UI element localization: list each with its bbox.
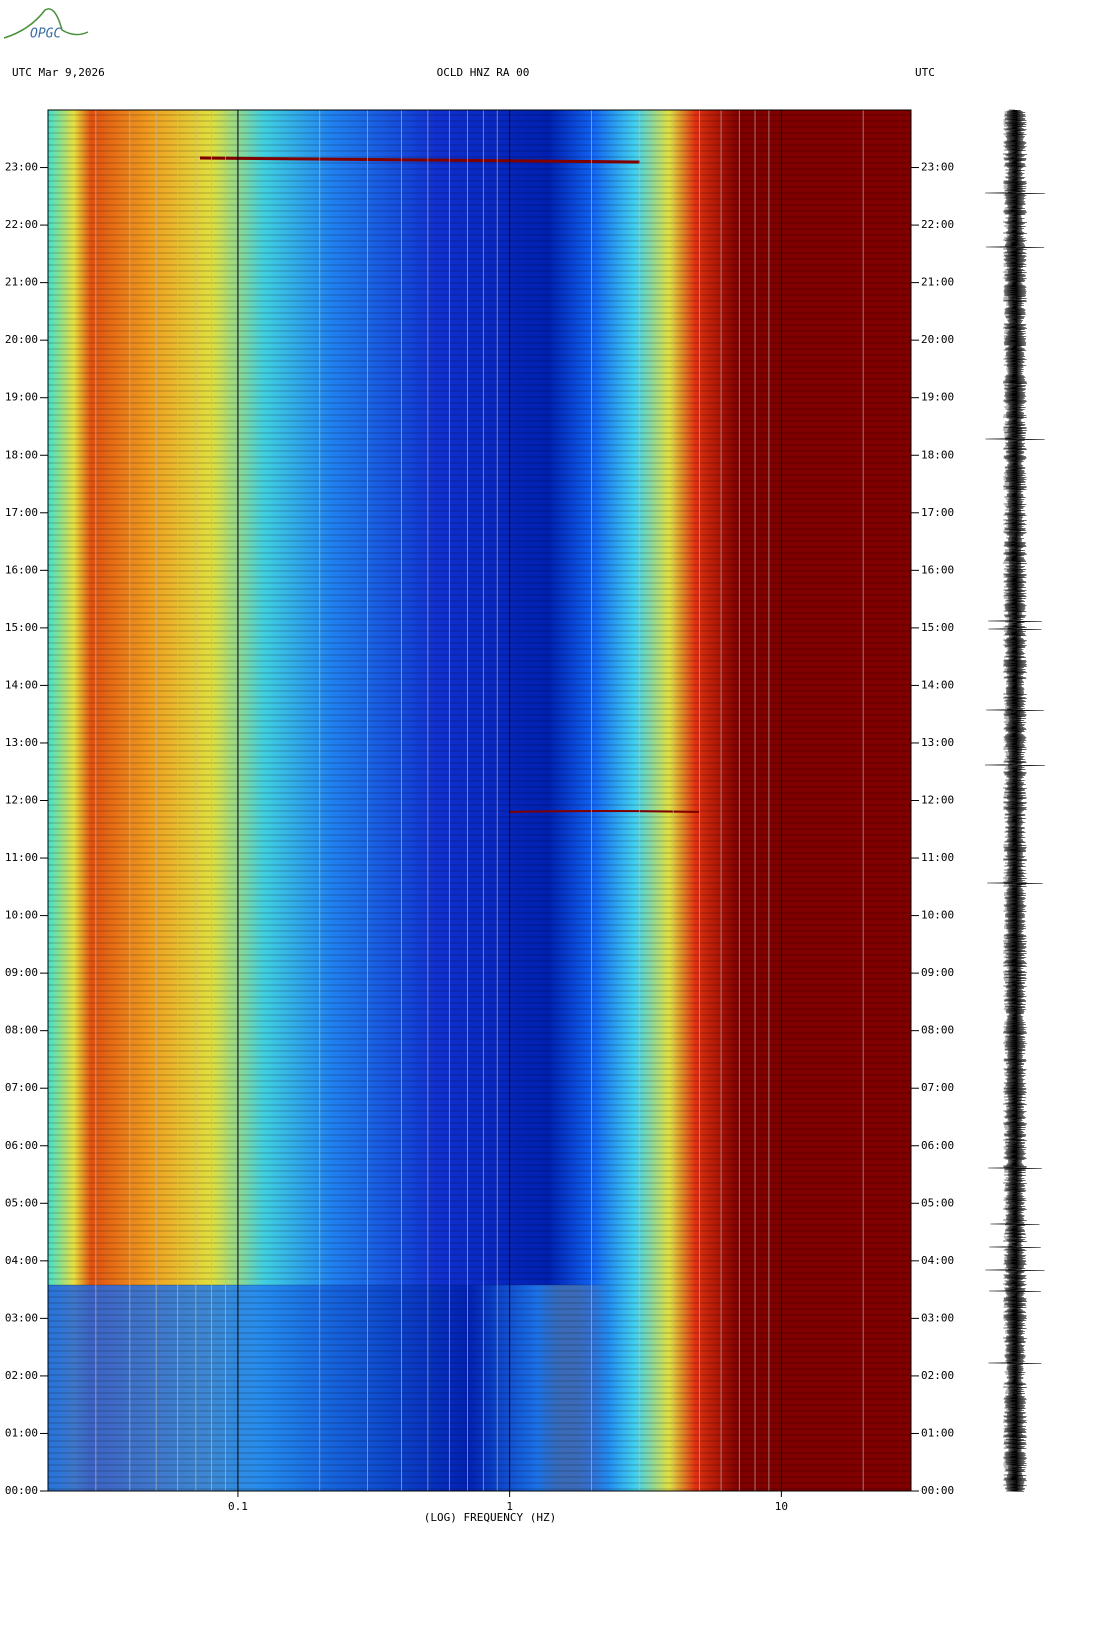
seismogram-trace (984, 109, 1046, 1492)
event-streak (509, 810, 701, 813)
y-tick-label: 22:00 (921, 218, 954, 231)
y-tick-label: 12:00 (921, 794, 954, 807)
y-tick-label: 03:00 (921, 1311, 954, 1324)
spectrogram (48, 110, 911, 1491)
y-tick-label: 06:00 (5, 1139, 38, 1152)
y-tick-label: 10:00 (5, 909, 38, 922)
y-tick-label: 18:00 (921, 448, 954, 461)
y-tick-label: 02:00 (5, 1369, 38, 1382)
y-tick-label: 23:00 (5, 161, 38, 174)
event-streak (199, 156, 641, 164)
y-tick-label: 00:00 (5, 1484, 38, 1497)
x-tick-label: 10 (775, 1500, 788, 1513)
y-tick-label: 10:00 (921, 909, 954, 922)
y-tick-label: 01:00 (921, 1426, 954, 1439)
logo-mark (3, 8, 89, 39)
y-tick-label: 21:00 (5, 276, 38, 289)
y-tick-label: 20:00 (5, 333, 38, 346)
y-tick-label: 17:00 (5, 506, 38, 519)
y-tick-label: 14:00 (5, 678, 38, 691)
y-tick-label: 05:00 (921, 1196, 954, 1209)
y-tick-label: 00:00 (921, 1484, 954, 1497)
y-tick-label: 13:00 (921, 736, 954, 749)
y-tick-label: 18:00 (5, 448, 38, 461)
chart-title: OCLD HNZ RA 00 (437, 66, 530, 79)
y-tick-label: 19:00 (921, 391, 954, 404)
y-tick-label: 20:00 (921, 333, 954, 346)
y-tick-label: 09:00 (5, 966, 38, 979)
y-tick-label: 07:00 (5, 1081, 38, 1094)
y-tick-label: 12:00 (5, 794, 38, 807)
y-tick-label: 08:00 (5, 1024, 38, 1037)
y-tick-label: 15:00 (921, 621, 954, 634)
y-tick-label: 16:00 (921, 563, 954, 576)
logo: OPGC (30, 27, 61, 42)
y-tick-label: 08:00 (921, 1024, 954, 1037)
y-tick-label: 09:00 (921, 966, 954, 979)
right-header: UTC (915, 66, 935, 79)
y-tick-label: 06:00 (921, 1139, 954, 1152)
x-tick-label: 0.1 (228, 1500, 248, 1513)
y-tick-label: 03:00 (5, 1311, 38, 1324)
y-tick-label: 07:00 (921, 1081, 954, 1094)
x-tick-label: 1 (506, 1500, 513, 1513)
x-axis-label: (LOG) FREQUENCY (HZ) (424, 1511, 556, 1524)
y-tick-label: 04:00 (921, 1254, 954, 1267)
left-header: UTC Mar 9,2026 (12, 66, 105, 79)
y-tick-label: 02:00 (921, 1369, 954, 1382)
spectrogram-texture (48, 110, 911, 1491)
y-tick-label: 05:00 (5, 1196, 38, 1209)
y-tick-label: 04:00 (5, 1254, 38, 1267)
y-tick-label: 11:00 (5, 851, 38, 864)
y-tick-label: 22:00 (5, 218, 38, 231)
y-tick-label: 15:00 (5, 621, 38, 634)
y-tick-label: 11:00 (921, 851, 954, 864)
y-tick-label: 23:00 (921, 161, 954, 174)
y-tick-label: 21:00 (921, 276, 954, 289)
y-tick-label: 16:00 (5, 563, 38, 576)
plot-frame (47, 109, 912, 1492)
y-tick-label: 14:00 (921, 678, 954, 691)
y-tick-label: 17:00 (921, 506, 954, 519)
y-tick-label: 19:00 (5, 391, 38, 404)
y-tick-label: 13:00 (5, 736, 38, 749)
y-tick-label: 01:00 (5, 1426, 38, 1439)
